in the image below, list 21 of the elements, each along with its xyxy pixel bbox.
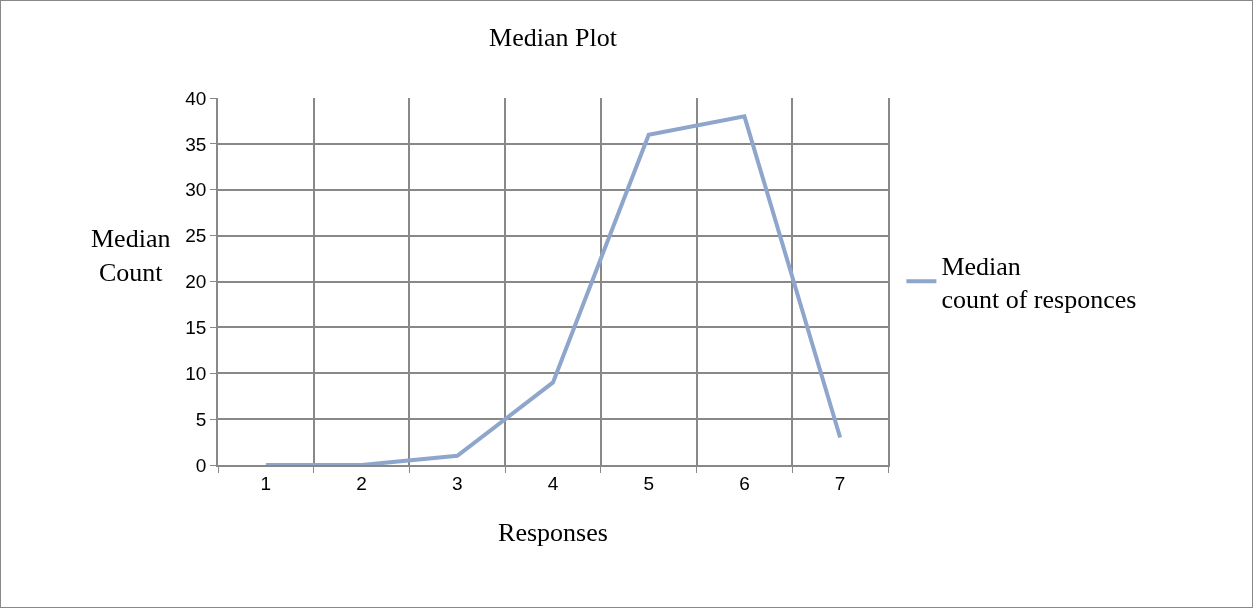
x-tick-label: 1 [260,472,272,494]
x-tick-label: 5 [643,472,654,494]
y-tick-label: 0 [195,454,207,476]
y-tick-label: 20 [185,271,207,293]
y-tick-label: 30 [185,179,207,201]
x-tick-label: 4 [547,472,559,494]
y-tick-label: 25 [185,225,207,247]
x-tick-label: 7 [834,472,846,494]
line-series [263,114,843,465]
y-tick-label: 15 [185,317,207,339]
chart-title: Median Plot [489,23,618,53]
x-tick-label: 3 [452,472,463,494]
legend-label: Median count of responces [941,251,1137,315]
y-tick-label: 5 [195,408,207,430]
y-tick-label: 40 [185,87,207,109]
x-tick-label: 6 [739,472,750,494]
x-tick-label: 2 [356,472,367,494]
x-axis-title: Responses [498,517,608,547]
y-tick-label: 35 [185,133,207,155]
y-axis-title: Median Count [91,224,171,287]
y-tick-label: 10 [185,362,207,384]
